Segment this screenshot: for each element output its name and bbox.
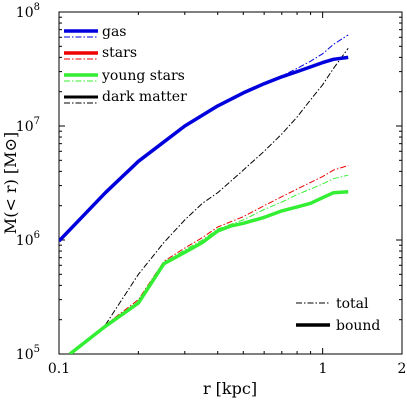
series-gas-bound: [59, 55, 349, 243]
y-tick-label: 105: [16, 344, 40, 363]
series-dark-matter-total: [104, 48, 349, 326]
y-tick-label: 108: [16, 2, 40, 21]
legend-label-stars: stars: [102, 45, 137, 61]
legend-label-total: total: [336, 296, 369, 312]
style-legend: total bound: [296, 296, 380, 334]
y-tick-label: 106: [16, 230, 40, 249]
x-tick-label: 2: [398, 361, 407, 377]
series-lines: [59, 34, 349, 354]
y-tick-labels: 105 106 107 108: [16, 2, 40, 363]
series-gas-total: [59, 34, 349, 242]
x-tick-label: 1: [319, 361, 328, 377]
legend-label-bound: bound: [336, 318, 380, 334]
plot-frame: [58, 11, 403, 355]
x-tick-label: 0.1: [48, 361, 70, 377]
ticks: [58, 11, 403, 355]
legend-label-dark-matter: dark matter: [102, 89, 187, 105]
x-tick-labels: 0.1 1 2: [48, 361, 407, 377]
legend-label-young-stars: young stars: [101, 68, 185, 84]
series-legend: gas stars young stars dark matter: [64, 24, 187, 105]
series-young-stars-bound: [68, 189, 349, 354]
series-young-stars-total: [69, 174, 349, 354]
legend-label-gas: gas: [102, 24, 127, 40]
y-tick-label: 107: [16, 116, 40, 135]
y-axis-label: M(< r) [M⊙]: [1, 132, 20, 234]
x-axis-label: r [kpc]: [203, 379, 257, 398]
